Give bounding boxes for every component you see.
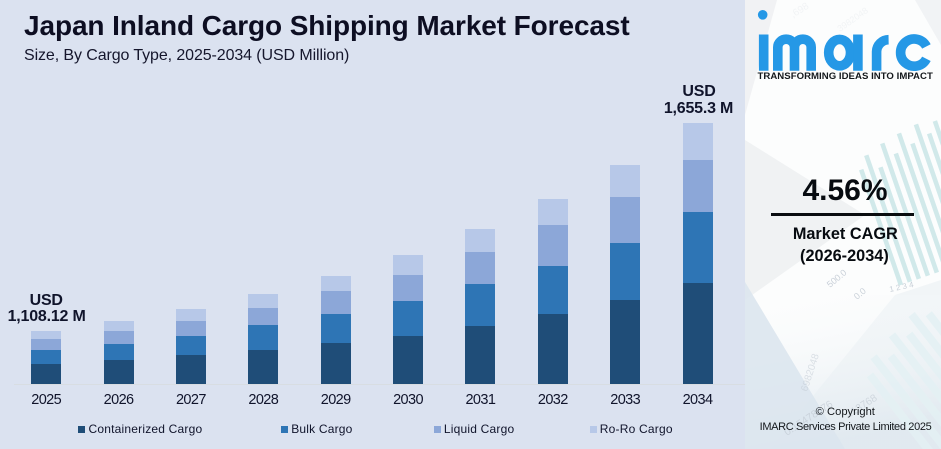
svg-text:3982048: 3982048	[835, 5, 869, 33]
svg-text:,698: ,698	[789, 1, 812, 21]
svg-text:500.0: 500.0	[825, 267, 849, 289]
